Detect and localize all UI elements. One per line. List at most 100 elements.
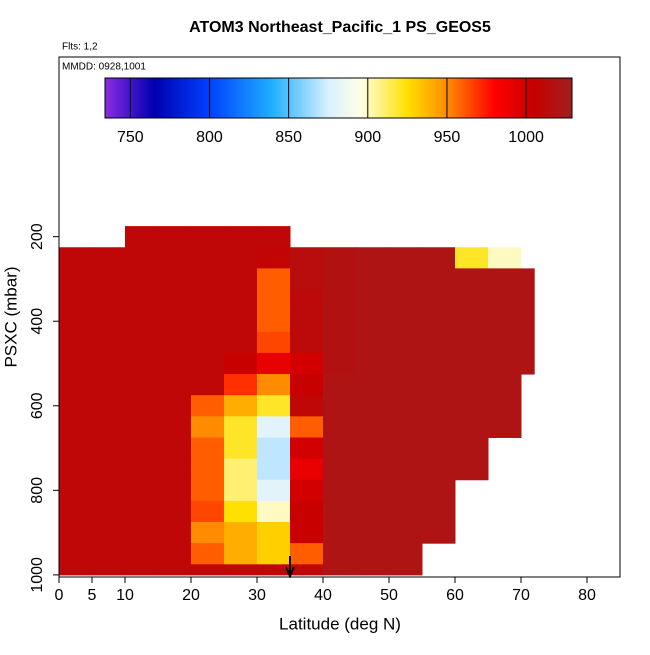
heat-cell xyxy=(389,247,423,269)
colorbar-tick-label: 1000 xyxy=(508,129,544,146)
heat-cell xyxy=(125,437,159,460)
heat-cell xyxy=(356,416,390,438)
heat-cell xyxy=(323,374,357,396)
colorbar-tick-label: 800 xyxy=(196,129,223,146)
heat-cell xyxy=(125,458,159,481)
heat-cell xyxy=(356,500,390,523)
heat-cell xyxy=(92,479,126,502)
subtitle: Flts: 1,2 xyxy=(62,42,98,53)
heat-cell xyxy=(290,374,324,396)
heat-cell xyxy=(92,395,126,417)
heat-cell xyxy=(323,500,357,523)
heat-cell xyxy=(323,458,357,481)
heat-cell xyxy=(455,268,489,291)
heat-cell xyxy=(224,247,258,269)
heat-cell xyxy=(356,564,390,576)
heat-cell xyxy=(59,416,93,438)
heat-cell xyxy=(389,479,423,502)
heat-cell xyxy=(356,247,390,269)
heat-cell xyxy=(125,564,159,576)
heat-cell xyxy=(389,352,423,375)
heat-cell xyxy=(191,247,225,269)
heat-cell xyxy=(455,437,489,460)
heat-cell xyxy=(224,564,258,576)
heat-cell xyxy=(356,310,390,333)
heat-cell xyxy=(422,374,456,396)
heat-cell xyxy=(191,226,225,248)
heat-cell xyxy=(290,543,324,565)
heat-cell xyxy=(191,352,225,375)
heat-cell xyxy=(191,522,225,544)
heat-cell xyxy=(323,522,357,544)
y-tick-label: 1000 xyxy=(29,557,46,593)
x-tick-label: 0 xyxy=(55,587,64,604)
heat-cell xyxy=(191,479,225,502)
heat-cell xyxy=(224,395,258,417)
heat-cell xyxy=(389,437,423,460)
heat-cell xyxy=(125,500,159,523)
heat-cell xyxy=(224,352,258,375)
heat-cell xyxy=(356,395,390,417)
x-tick-label: 5 xyxy=(88,587,97,604)
heat-cell xyxy=(521,268,535,291)
heat-cell xyxy=(323,416,357,438)
heat-cell xyxy=(59,395,93,417)
y-tick-label: 400 xyxy=(29,308,46,335)
colorbar xyxy=(104,77,573,119)
heat-cell xyxy=(224,543,258,565)
colorbar-tick-label: 900 xyxy=(354,129,381,146)
heat-cell xyxy=(158,479,192,502)
heat-cell xyxy=(389,564,423,576)
heat-cell xyxy=(257,268,291,291)
heat-cell xyxy=(158,268,192,291)
heat-cell xyxy=(257,416,291,438)
heat-cell xyxy=(389,543,423,565)
heat-cell xyxy=(488,416,522,438)
heat-cell xyxy=(92,310,126,333)
heat-cell xyxy=(323,268,357,291)
heat-cell xyxy=(455,331,489,354)
heat-cell xyxy=(125,522,159,544)
x-tick-label: 70 xyxy=(512,587,530,604)
heat-cell xyxy=(290,479,324,502)
x-tick-label: 40 xyxy=(314,587,332,604)
heat-cell xyxy=(422,500,456,523)
heat-cell xyxy=(356,331,390,354)
heat-cell xyxy=(323,331,357,354)
x-tick-label: 10 xyxy=(116,587,134,604)
heat-cell xyxy=(158,247,192,269)
heat-cell xyxy=(521,310,535,333)
heat-cell xyxy=(455,395,489,417)
heat-cell xyxy=(59,522,93,544)
heat-cell xyxy=(257,458,291,481)
heat-cell xyxy=(191,437,225,460)
heat-cell xyxy=(290,564,324,576)
heat-cell xyxy=(125,331,159,354)
heat-cell xyxy=(422,395,456,417)
heat-cell xyxy=(290,416,324,438)
heat-cell xyxy=(158,543,192,565)
heat-cell xyxy=(521,352,535,375)
heat-cell xyxy=(158,289,192,312)
heat-cell xyxy=(356,289,390,312)
heat-cell xyxy=(422,416,456,438)
heat-cell xyxy=(356,352,390,375)
heat-cell xyxy=(224,289,258,312)
heat-cell xyxy=(389,395,423,417)
x-tick-label: 60 xyxy=(446,587,464,604)
heat-cell xyxy=(422,268,456,291)
heat-cell xyxy=(290,247,324,269)
heat-cell xyxy=(290,352,324,375)
heat-cell xyxy=(224,374,258,396)
heat-cell xyxy=(389,522,423,544)
heat-cell xyxy=(323,310,357,333)
heat-cell xyxy=(158,352,192,375)
heat-cell xyxy=(59,500,93,523)
heat-cell xyxy=(125,268,159,291)
heat-cell xyxy=(356,522,390,544)
heat-cell xyxy=(92,352,126,375)
heat-cell xyxy=(92,522,126,544)
heat-cell xyxy=(59,331,93,354)
heat-cell xyxy=(290,289,324,312)
x-axis-label: Latitude (deg N) xyxy=(279,614,401,633)
